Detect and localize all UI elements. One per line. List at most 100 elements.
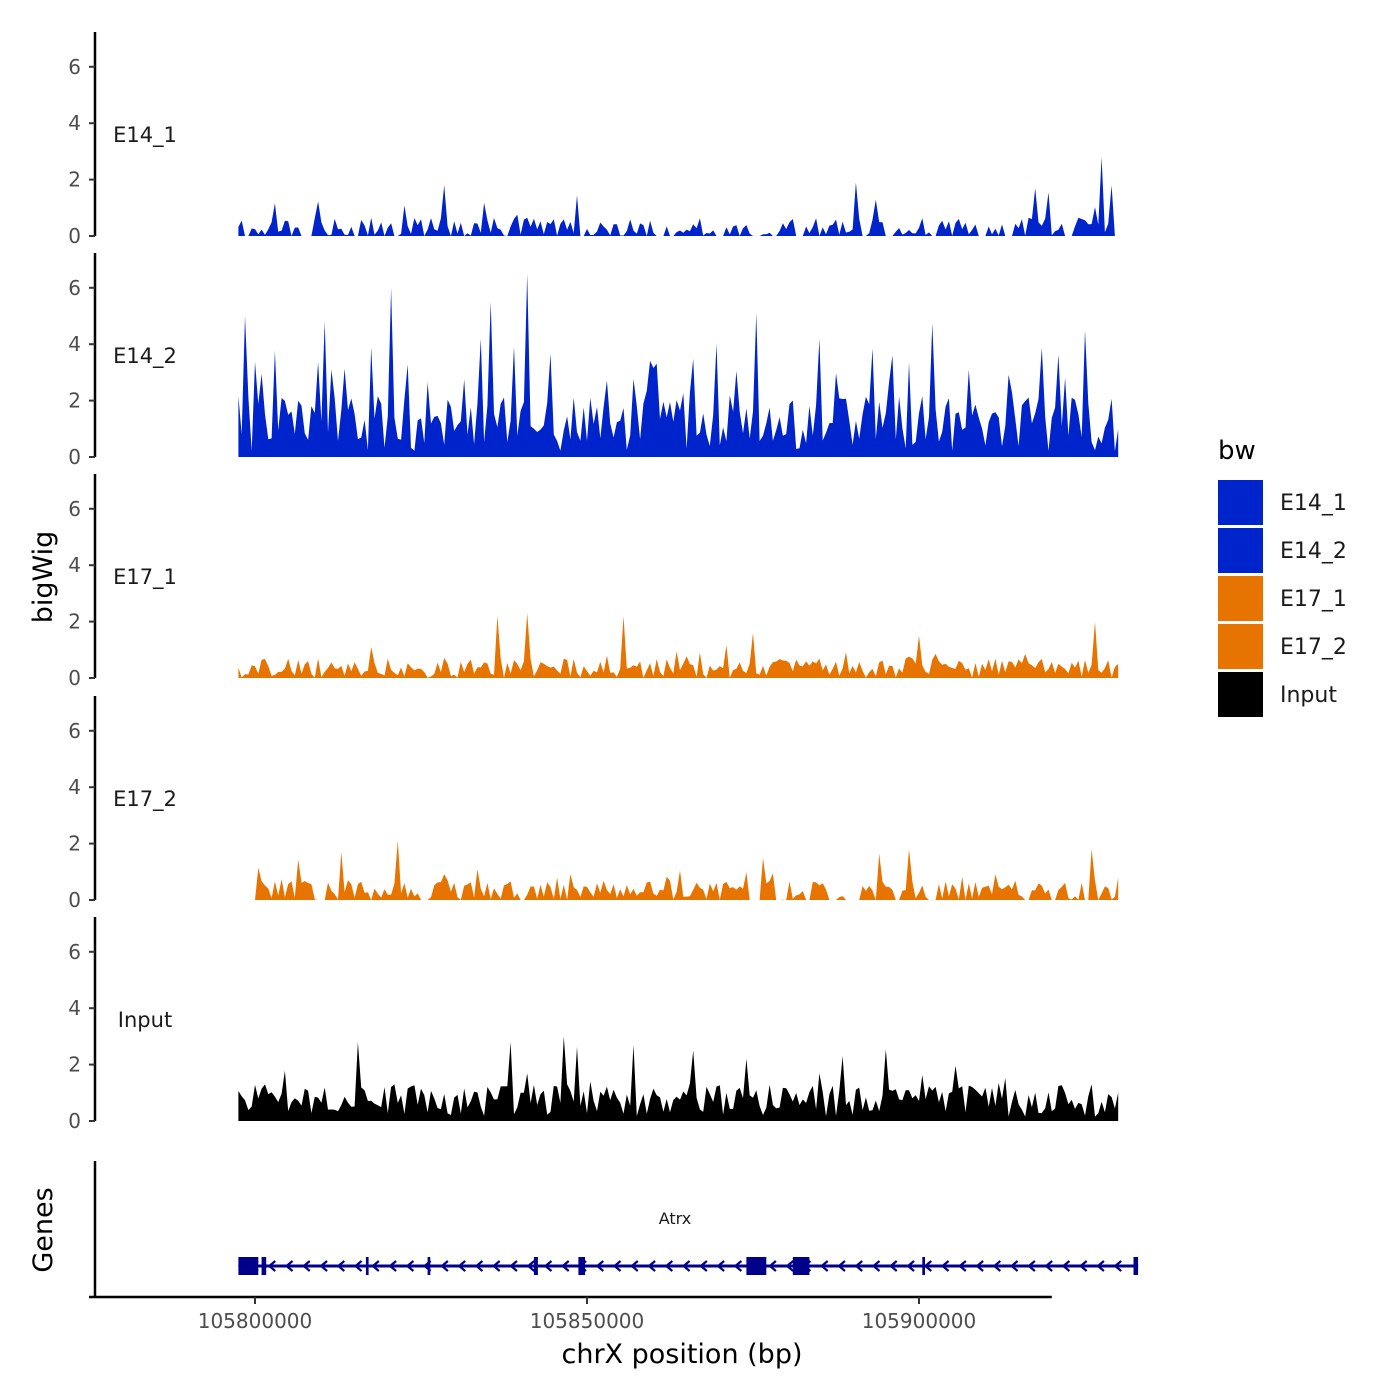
gene-exon	[261, 1257, 267, 1275]
strand-arrow	[509, 1260, 518, 1272]
track-label: E14_1	[113, 123, 177, 148]
legend-label: Input	[1280, 683, 1337, 708]
strand-arrow	[768, 1260, 777, 1272]
legend-title: bw	[1218, 436, 1256, 466]
strand-arrow	[457, 1260, 466, 1272]
y-tick-label: 6	[68, 55, 81, 79]
gene-exon	[238, 1257, 259, 1275]
y-tick-label: 4	[68, 332, 81, 356]
gene-exon	[533, 1257, 538, 1275]
track-Input: 0 2 4 6 Input	[68, 917, 1119, 1133]
strand-arrow	[578, 1260, 587, 1272]
y-tick-label: 6	[68, 497, 81, 521]
strand-arrow	[854, 1260, 863, 1272]
strand-arrow	[871, 1260, 881, 1272]
strand-arrow	[699, 1260, 708, 1272]
strand-arrow	[785, 1260, 794, 1272]
signal-area-Input	[238, 1036, 1119, 1121]
strand-arrow	[975, 1260, 984, 1272]
y-tick-label: 4	[68, 553, 81, 577]
gene-exon	[365, 1257, 369, 1275]
legend-label: E14_2	[1280, 539, 1347, 564]
strand-arrow	[802, 1260, 812, 1272]
y-tick-label: 4	[68, 996, 81, 1020]
y-tick-label: 0	[68, 1109, 81, 1133]
strand-arrow	[992, 1260, 1002, 1272]
strand-arrow	[1009, 1260, 1019, 1272]
y-tick-label: 6	[68, 940, 81, 964]
x-tick-label: 105900000	[862, 1309, 977, 1333]
y-tick-label: 0	[68, 445, 81, 469]
strand-arrow	[595, 1260, 604, 1272]
strand-arrow	[440, 1260, 449, 1272]
bigwig-tracks: 0 2 4 6 E14_1 0 2 4 6 E14_2 0 2 4 6 E17_1 0 2 4 6 E17_2 0 2 4 6…	[68, 32, 1119, 1133]
strand-arrow	[422, 1260, 432, 1272]
strand-arrow	[526, 1260, 535, 1272]
strand-arrow	[612, 1260, 622, 1272]
strand-arrow	[319, 1260, 328, 1272]
strand-arrow	[561, 1260, 570, 1272]
y-axis-title: bigWig	[28, 531, 59, 624]
strand-arrow	[1061, 1260, 1071, 1272]
strand-arrow	[958, 1260, 967, 1272]
track-label: E14_2	[113, 344, 177, 369]
x-axis: 105800000 105850000 105900000	[89, 1295, 1052, 1333]
legend: bw E14_1 E14_2 E17_1 E17_2 Input	[1218, 436, 1347, 717]
strand-arrow	[647, 1260, 656, 1272]
strand-arrow	[371, 1260, 380, 1272]
strand-arrow	[491, 1260, 501, 1272]
strand-arrow	[250, 1260, 259, 1272]
gene-exon	[746, 1257, 767, 1275]
y-tick-label: 2	[68, 610, 81, 634]
y-tick-label: 6	[68, 719, 81, 743]
y-tick-label: 0	[68, 888, 81, 912]
track-label: E17_1	[113, 565, 177, 590]
legend-swatch-Input	[1218, 672, 1263, 717]
strand-arrow	[733, 1260, 743, 1272]
strand-arrow	[1078, 1260, 1088, 1272]
y-tick-label: 2	[68, 168, 81, 192]
strand-arrow	[716, 1260, 725, 1272]
x-axis-title: chrX position (bp)	[561, 1339, 802, 1370]
strand-arrow	[267, 1260, 276, 1272]
strand-arrow	[664, 1260, 674, 1272]
strand-arrow	[923, 1260, 933, 1272]
strand-arrow	[284, 1260, 294, 1272]
y-tick-label: 4	[68, 775, 81, 799]
legend-swatch-E14_2	[1218, 528, 1263, 573]
gene-name-label: Atrx	[659, 1209, 692, 1228]
legend-swatch-E14_1	[1218, 480, 1263, 525]
strand-arrow	[336, 1260, 346, 1272]
strand-arrow	[474, 1260, 484, 1272]
signal-area-E14_1	[238, 157, 1119, 236]
y-tick-label: 2	[68, 1053, 81, 1077]
gene-exon	[792, 1257, 810, 1275]
strand-arrow	[353, 1260, 363, 1272]
y-tick-label: 4	[68, 111, 81, 135]
legend-swatch-E17_1	[1218, 576, 1263, 621]
y-tick-label: 2	[68, 389, 81, 413]
signal-area-E17_1	[238, 613, 1119, 678]
strand-arrow	[837, 1260, 846, 1272]
legend-label: E14_1	[1280, 491, 1347, 516]
strand-arrow	[405, 1260, 415, 1272]
strand-arrow	[1044, 1260, 1053, 1272]
y-tick-label: 0	[68, 666, 81, 690]
track-E17_1: 0 2 4 6 E17_1	[68, 474, 1119, 690]
strand-arrow	[819, 1260, 829, 1272]
strand-arrow	[940, 1260, 950, 1272]
signal-area-E17_2	[238, 840, 1119, 900]
legend-label: E17_1	[1280, 587, 1347, 612]
track-E14_2: 0 2 4 6 E14_2	[68, 253, 1119, 469]
y-tick-label: 2	[68, 832, 81, 856]
gene-exon	[1133, 1257, 1139, 1275]
legend-label: E17_2	[1280, 635, 1347, 660]
strand-arrow	[681, 1260, 691, 1272]
strand-arrow	[302, 1260, 311, 1272]
track-E14_1: 0 2 4 6 E14_1	[68, 32, 1119, 248]
genes-panel-title: Genes	[28, 1187, 59, 1272]
strand-arrow	[906, 1260, 915, 1272]
track-label: E17_2	[113, 787, 177, 812]
track-E17_2: 0 2 4 6 E17_2	[68, 696, 1119, 912]
